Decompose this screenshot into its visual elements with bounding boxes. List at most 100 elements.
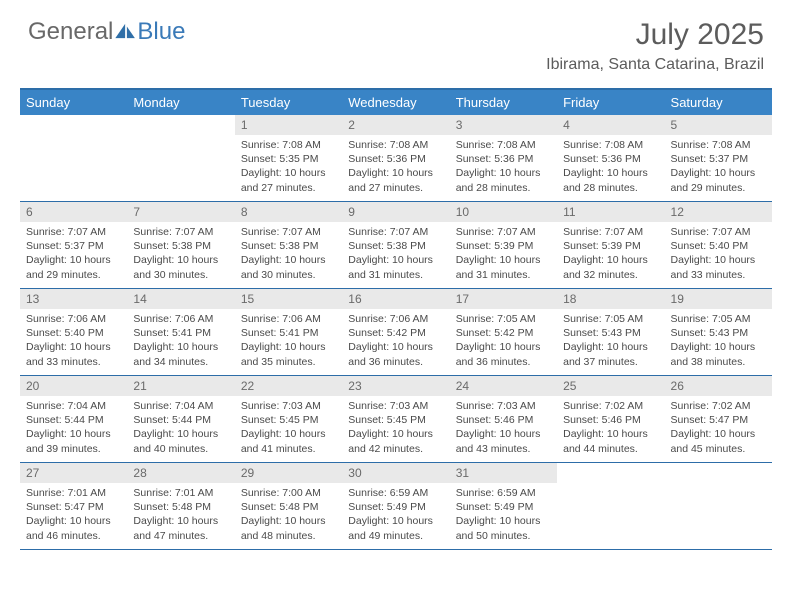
sunset-value: 5:46 PM	[602, 414, 641, 426]
day-body: Sunrise: 7:08 AMSunset: 5:36 PMDaylight:…	[450, 135, 557, 201]
sunset-line: Sunset: 5:44 PM	[26, 413, 121, 427]
day-header: Tuesday	[235, 90, 342, 115]
sunset-line: Sunset: 5:45 PM	[241, 413, 336, 427]
sunset-line: Sunset: 5:42 PM	[348, 326, 443, 340]
sunrise-label: Sunrise:	[563, 226, 602, 238]
day-body: Sunrise: 7:02 AMSunset: 5:47 PMDaylight:…	[665, 396, 772, 462]
sunrise-label: Sunrise:	[671, 139, 710, 151]
sunrise-label: Sunrise:	[133, 487, 172, 499]
day-number: 30	[342, 463, 449, 483]
sunset-line: Sunset: 5:46 PM	[563, 413, 658, 427]
sunset-line: Sunset: 5:38 PM	[241, 239, 336, 253]
daylight-label: Daylight:	[241, 254, 282, 266]
day-number: 25	[557, 376, 664, 396]
sunset-label: Sunset:	[241, 414, 277, 426]
sunset-line: Sunset: 5:49 PM	[456, 500, 551, 514]
day-cell: 26Sunrise: 7:02 AMSunset: 5:47 PMDayligh…	[665, 376, 772, 462]
day-number: 9	[342, 202, 449, 222]
sunrise-label: Sunrise:	[671, 226, 710, 238]
daylight-line: Daylight: 10 hours and 27 minutes.	[241, 166, 336, 194]
day-body: Sunrise: 7:00 AMSunset: 5:48 PMDaylight:…	[235, 483, 342, 549]
day-body: Sunrise: 7:08 AMSunset: 5:36 PMDaylight:…	[557, 135, 664, 201]
sunrise-line: Sunrise: 7:07 AM	[348, 225, 443, 239]
day-cell: 11Sunrise: 7:07 AMSunset: 5:39 PMDayligh…	[557, 202, 664, 288]
sunrise-line: Sunrise: 7:05 AM	[456, 312, 551, 326]
sunset-value: 5:49 PM	[387, 501, 426, 513]
day-number: 6	[20, 202, 127, 222]
sunset-value: 5:38 PM	[387, 240, 426, 252]
day-cell: 29Sunrise: 7:00 AMSunset: 5:48 PMDayligh…	[235, 463, 342, 549]
sunrise-line: Sunrise: 7:06 AM	[26, 312, 121, 326]
sunset-label: Sunset:	[241, 327, 277, 339]
day-number: 8	[235, 202, 342, 222]
sunrise-value: 7:05 AM	[605, 313, 644, 325]
daylight-line: Daylight: 10 hours and 41 minutes.	[241, 427, 336, 455]
sunset-line: Sunset: 5:43 PM	[671, 326, 766, 340]
sunrise-line: Sunrise: 7:07 AM	[133, 225, 228, 239]
day-header: Sunday	[20, 90, 127, 115]
logo: General Blue	[28, 18, 185, 46]
day-cell: 16Sunrise: 7:06 AMSunset: 5:42 PMDayligh…	[342, 289, 449, 375]
day-body: Sunrise: 7:07 AMSunset: 5:38 PMDaylight:…	[342, 222, 449, 288]
sunrise-line: Sunrise: 6:59 AM	[348, 486, 443, 500]
sunrise-line: Sunrise: 7:06 AM	[241, 312, 336, 326]
sunset-line: Sunset: 5:37 PM	[671, 152, 766, 166]
sunrise-label: Sunrise:	[133, 313, 172, 325]
sunset-line: Sunset: 5:39 PM	[563, 239, 658, 253]
sunset-value: 5:43 PM	[602, 327, 641, 339]
sunset-value: 5:45 PM	[279, 414, 318, 426]
day-body: Sunrise: 7:06 AMSunset: 5:41 PMDaylight:…	[127, 309, 234, 375]
day-cell: 4Sunrise: 7:08 AMSunset: 5:36 PMDaylight…	[557, 115, 664, 201]
sunrise-line: Sunrise: 7:04 AM	[133, 399, 228, 413]
sunrise-line: Sunrise: 7:02 AM	[563, 399, 658, 413]
daylight-label: Daylight:	[241, 515, 282, 527]
sunset-value: 5:45 PM	[387, 414, 426, 426]
daylight-label: Daylight:	[26, 428, 67, 440]
sunset-value: 5:36 PM	[602, 153, 641, 165]
sunrise-line: Sunrise: 7:05 AM	[563, 312, 658, 326]
daylight-label: Daylight:	[671, 428, 712, 440]
sunset-label: Sunset:	[563, 153, 599, 165]
sunrise-label: Sunrise:	[241, 487, 280, 499]
sunset-label: Sunset:	[26, 501, 62, 513]
daylight-label: Daylight:	[133, 341, 174, 353]
title-block: July 2025 Ibirama, Santa Catarina, Brazi…	[546, 18, 764, 74]
sunset-label: Sunset:	[133, 414, 169, 426]
sunset-label: Sunset:	[456, 501, 492, 513]
day-number: 16	[342, 289, 449, 309]
daylight-line: Daylight: 10 hours and 27 minutes.	[348, 166, 443, 194]
location-text: Ibirama, Santa Catarina, Brazil	[546, 56, 764, 74]
sunrise-line: Sunrise: 7:03 AM	[348, 399, 443, 413]
day-number: 11	[557, 202, 664, 222]
daylight-line: Daylight: 10 hours and 40 minutes.	[133, 427, 228, 455]
day-cell: 23Sunrise: 7:03 AMSunset: 5:45 PMDayligh…	[342, 376, 449, 462]
sunrise-label: Sunrise:	[241, 313, 280, 325]
sunset-label: Sunset:	[456, 327, 492, 339]
sunset-line: Sunset: 5:36 PM	[348, 152, 443, 166]
sunrise-line: Sunrise: 7:06 AM	[348, 312, 443, 326]
day-body: Sunrise: 7:04 AMSunset: 5:44 PMDaylight:…	[20, 396, 127, 462]
sunrise-value: 6:59 AM	[497, 487, 536, 499]
sunset-value: 5:41 PM	[172, 327, 211, 339]
day-header-row: SundayMondayTuesdayWednesdayThursdayFrid…	[20, 90, 772, 115]
daylight-label: Daylight:	[26, 254, 67, 266]
sunset-label: Sunset:	[241, 240, 277, 252]
sunset-label: Sunset:	[456, 240, 492, 252]
day-body: Sunrise: 7:03 AMSunset: 5:45 PMDaylight:…	[342, 396, 449, 462]
day-body: Sunrise: 7:01 AMSunset: 5:47 PMDaylight:…	[20, 483, 127, 549]
sunset-value: 5:38 PM	[172, 240, 211, 252]
daylight-label: Daylight:	[348, 254, 389, 266]
sunrise-line: Sunrise: 7:07 AM	[671, 225, 766, 239]
sunrise-value: 7:05 AM	[712, 313, 751, 325]
sunset-value: 5:44 PM	[172, 414, 211, 426]
sunset-label: Sunset:	[671, 327, 707, 339]
sunrise-label: Sunrise:	[456, 139, 495, 151]
sunset-label: Sunset:	[671, 240, 707, 252]
page-title: July 2025	[546, 18, 764, 52]
daylight-line: Daylight: 10 hours and 38 minutes.	[671, 340, 766, 368]
daylight-label: Daylight:	[671, 341, 712, 353]
day-number: 26	[665, 376, 772, 396]
day-cell: 15Sunrise: 7:06 AMSunset: 5:41 PMDayligh…	[235, 289, 342, 375]
sunset-label: Sunset:	[133, 327, 169, 339]
day-header: Monday	[127, 90, 234, 115]
